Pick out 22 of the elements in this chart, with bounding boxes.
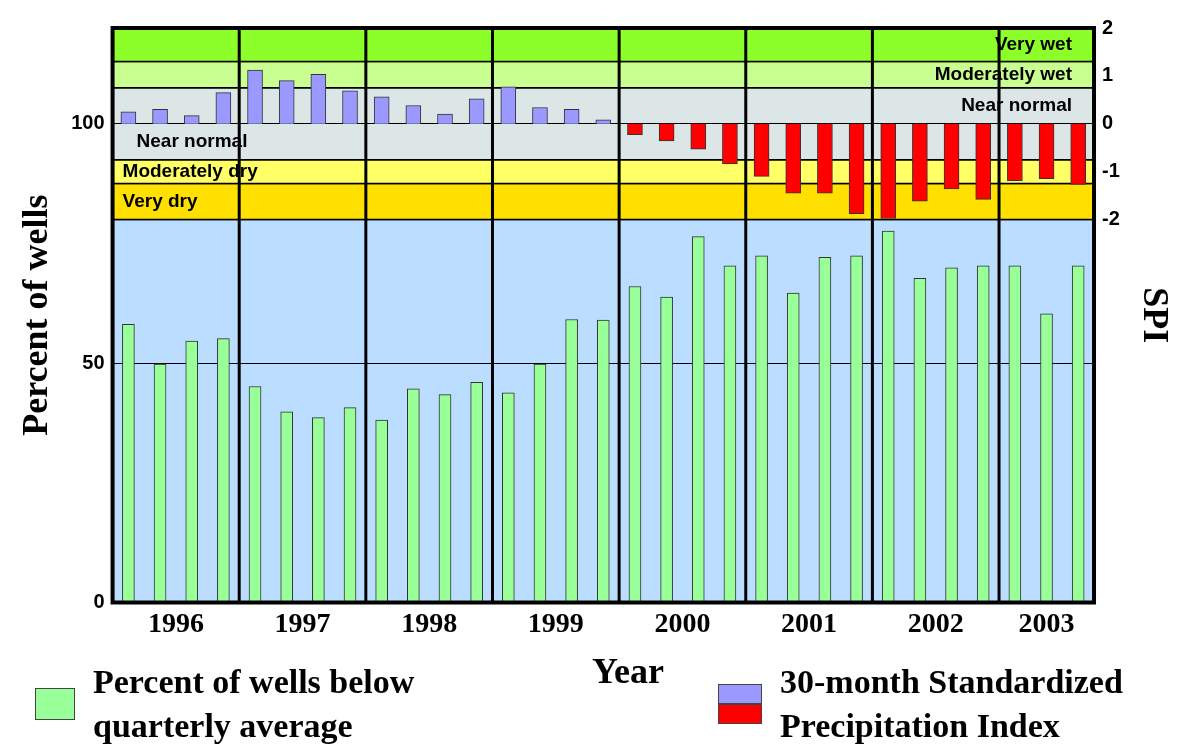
y2-tick-label: 1: [1102, 63, 1114, 86]
y-tick-label: 100: [71, 111, 105, 134]
x-tick-label: 1996: [147, 607, 204, 639]
legend-label: 30-month Standardized Precipitation Index: [780, 662, 1124, 746]
x-tick-label: 1999: [527, 607, 584, 639]
band-label: Very dry: [122, 189, 198, 211]
y2-axis-title: SPI: [1136, 287, 1177, 344]
x-tick-label: 2002: [907, 607, 964, 639]
x-tick-label: 1997: [274, 607, 331, 639]
y2-tick-label: 0: [1102, 111, 1114, 134]
y-tick-label: 50: [82, 350, 105, 373]
y2-tick-label: -2: [1102, 206, 1120, 229]
y-axis-title: Percent of wells: [14, 194, 55, 436]
x-tick-label: 1998: [401, 607, 458, 639]
legend-label: Percent of wells below quarterly average: [93, 662, 416, 746]
x-tick-label: 2001: [781, 607, 838, 639]
x-axis-title: Year: [591, 650, 665, 692]
x-tick-label: 2003: [1018, 607, 1075, 639]
y-tick-label: 0: [93, 589, 105, 612]
x-tick-label: 2000: [654, 607, 711, 639]
y2-tick-label: -1: [1102, 159, 1120, 182]
y2-tick-label: 2: [1102, 15, 1114, 38]
